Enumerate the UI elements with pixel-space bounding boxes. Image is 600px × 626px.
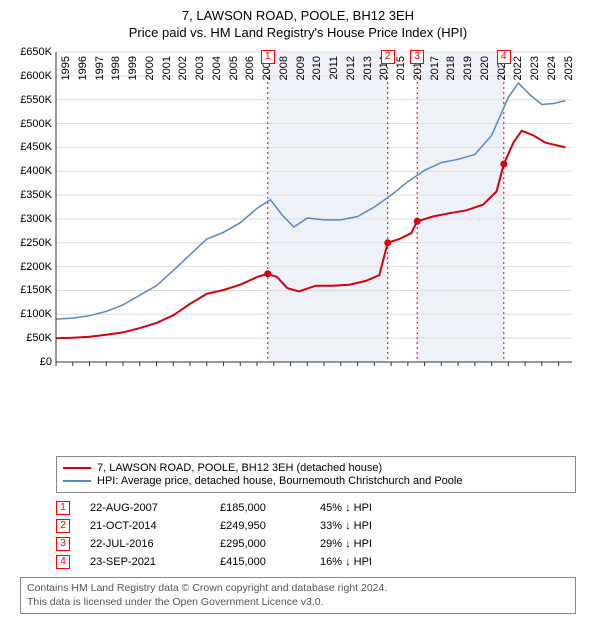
sale-marker-icon: 1 <box>56 501 70 515</box>
x-tick-label: 2013 <box>362 56 374 80</box>
y-tick-label: £350K <box>20 189 56 201</box>
x-tick-label: 2006 <box>244 56 256 80</box>
footer-line: Contains HM Land Registry data © Crown c… <box>27 582 569 596</box>
x-tick-label: 2022 <box>512 56 524 80</box>
x-tick-label: 2003 <box>194 56 206 80</box>
sale-row: 3 22-JUL-2016£295,00029% ↓ HPI <box>56 537 576 551</box>
legend-item: HPI: Average price, detached house, Bour… <box>63 475 569 487</box>
y-tick-label: £250K <box>20 237 56 249</box>
sale-marker-icon: 4 <box>56 555 70 569</box>
x-tick-label: 2005 <box>228 56 240 80</box>
sale-marker-2: 2 <box>381 50 395 64</box>
y-tick-label: £400K <box>20 165 56 177</box>
sale-marker-icon: 3 <box>56 537 70 551</box>
x-tick-label: 1997 <box>94 56 106 80</box>
x-tick-label: 2004 <box>211 56 223 80</box>
y-tick-label: £650K <box>20 46 56 58</box>
x-tick-label: 1999 <box>127 56 139 80</box>
legend-label: 7, LAWSON ROAD, POOLE, BH12 3EH (detache… <box>97 462 382 474</box>
legend: 7, LAWSON ROAD, POOLE, BH12 3EH (detache… <box>56 456 576 493</box>
sale-marker-icon: 2 <box>56 519 70 533</box>
sale-date: 23-SEP-2021 <box>90 556 220 568</box>
sale-hpi-delta: 16% ↓ HPI <box>320 556 420 568</box>
x-tick-label: 2000 <box>144 56 156 80</box>
x-tick-label: 2023 <box>529 56 541 80</box>
y-tick-label: £0 <box>40 356 56 368</box>
x-tick-label: 2024 <box>546 56 558 80</box>
sale-hpi-delta: 33% ↓ HPI <box>320 520 420 532</box>
x-tick-label: 2018 <box>445 56 457 80</box>
sale-price: £415,000 <box>220 556 320 568</box>
sale-date: 22-JUL-2016 <box>90 538 220 550</box>
sale-hpi-delta: 45% ↓ HPI <box>320 502 420 514</box>
x-tick-label: 2002 <box>177 56 189 80</box>
x-tick-label: 2010 <box>311 56 323 80</box>
sale-date: 22-AUG-2007 <box>90 502 220 514</box>
y-tick-label: £550K <box>20 94 56 106</box>
x-tick-label: 1995 <box>60 56 72 80</box>
x-tick-label: 2025 <box>563 56 575 80</box>
y-tick-label: £300K <box>20 213 56 225</box>
legend-label: HPI: Average price, detached house, Bour… <box>97 475 462 487</box>
sale-price: £295,000 <box>220 538 320 550</box>
x-tick-label: 2012 <box>345 56 357 80</box>
y-tick-label: £450K <box>20 141 56 153</box>
y-tick-label: £200K <box>20 261 56 273</box>
legend-swatch <box>63 467 91 469</box>
attribution-footer: Contains HM Land Registry data © Crown c… <box>20 577 576 614</box>
plot-area: £0£50K£100K£150K£200K£250K£300K£350K£400… <box>56 52 572 362</box>
legend-item: 7, LAWSON ROAD, POOLE, BH12 3EH (detache… <box>63 462 569 474</box>
sale-row: 4 23-SEP-2021£415,00016% ↓ HPI <box>56 555 576 569</box>
sale-price: £185,000 <box>220 502 320 514</box>
legend-swatch <box>63 480 91 482</box>
x-tick-label: 1996 <box>77 56 89 80</box>
sale-marker-4: 4 <box>497 50 511 64</box>
y-tick-label: £50K <box>26 332 56 344</box>
y-tick-label: £150K <box>20 284 56 296</box>
x-tick-label: 1998 <box>110 56 122 80</box>
sale-marker-1: 1 <box>261 50 275 64</box>
sale-row: 2 21-OCT-2014£249,95033% ↓ HPI <box>56 519 576 533</box>
x-tick-label: 2017 <box>429 56 441 80</box>
x-tick-label: 2020 <box>479 56 491 80</box>
chart-container: 7, LAWSON ROAD, POOLE, BH12 3EH Price pa… <box>0 0 600 626</box>
x-tick-label: 2009 <box>295 56 307 80</box>
y-tick-label: £100K <box>20 308 56 320</box>
chart-subtitle: Price paid vs. HM Land Registry's House … <box>8 25 588 40</box>
sale-price: £249,950 <box>220 520 320 532</box>
x-tick-label: 2008 <box>278 56 290 80</box>
footer-line: This data is licensed under the Open Gov… <box>27 596 569 610</box>
sale-hpi-delta: 29% ↓ HPI <box>320 538 420 550</box>
x-tick-label: 2019 <box>462 56 474 80</box>
x-tick-label: 2011 <box>328 56 340 80</box>
y-tick-label: £500K <box>20 118 56 130</box>
sale-marker-3: 3 <box>410 50 424 64</box>
chart-title: 7, LAWSON ROAD, POOLE, BH12 3EH <box>8 8 588 23</box>
sales-table: 1 22-AUG-2007£185,00045% ↓ HPI 2 21-OCT-201… <box>56 501 576 569</box>
sale-row: 1 22-AUG-2007£185,00045% ↓ HPI <box>56 501 576 515</box>
sale-date: 21-OCT-2014 <box>90 520 220 532</box>
x-tick-label: 2001 <box>161 56 173 80</box>
y-tick-label: £600K <box>20 70 56 82</box>
x-tick-label: 2015 <box>395 56 407 80</box>
chart-area: £0 £50K £100K £150K £200K £250K £300K £350K £400… <box>8 48 584 408</box>
